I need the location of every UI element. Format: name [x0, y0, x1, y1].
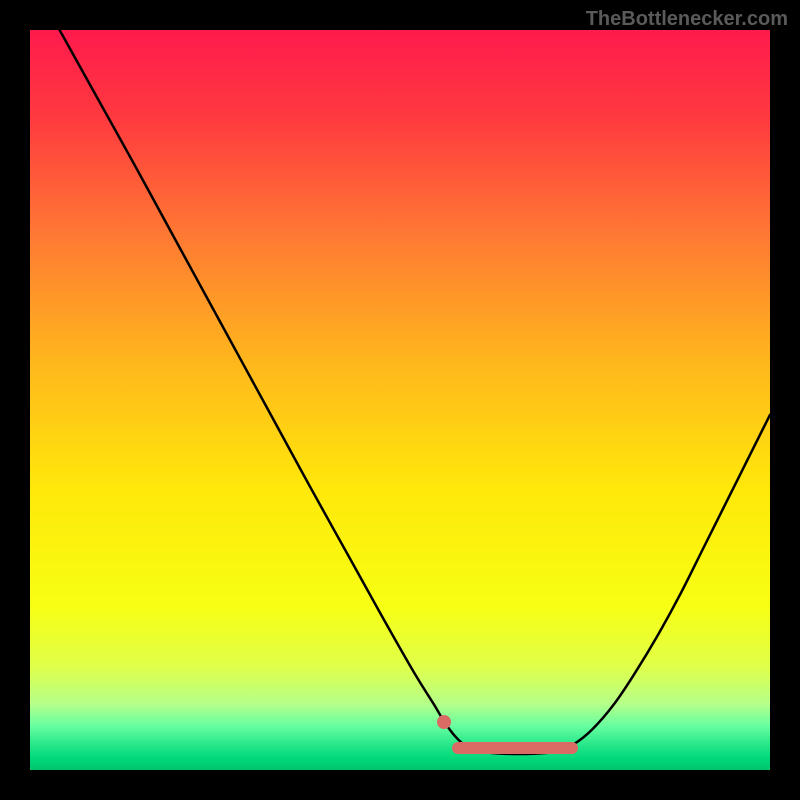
chart-area	[30, 30, 770, 770]
optimum-marker-dot	[437, 715, 451, 729]
optimum-marker-bar	[452, 742, 578, 754]
watermark-text: TheBottlenecker.com	[586, 8, 788, 31]
bottleneck-curve	[30, 30, 770, 770]
